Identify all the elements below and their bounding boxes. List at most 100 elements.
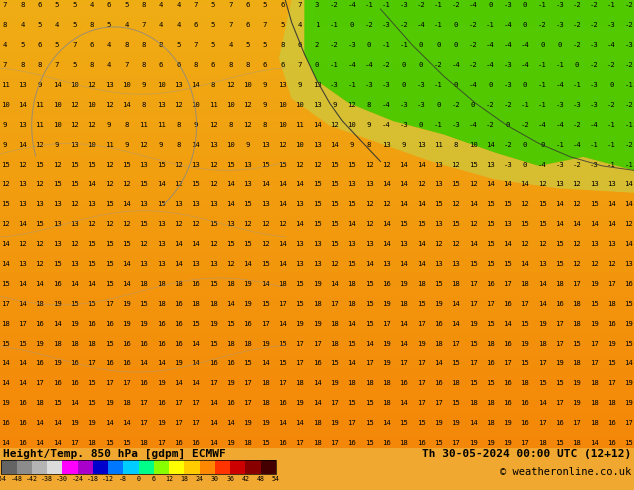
Text: 2: 2 [315, 42, 319, 48]
Text: 8: 8 [193, 62, 198, 68]
Text: 0: 0 [523, 142, 527, 147]
Text: 13: 13 [53, 221, 61, 227]
Bar [77, 460, 93, 474]
Text: -4: -4 [347, 2, 356, 8]
Text: -2: -2 [590, 2, 598, 8]
Text: 15: 15 [451, 400, 460, 406]
Text: 17: 17 [70, 440, 79, 446]
Text: 12: 12 [624, 221, 633, 227]
Text: 14: 14 [486, 181, 495, 187]
Text: 17: 17 [174, 400, 183, 406]
Text: 14: 14 [70, 281, 79, 287]
Text: -3: -3 [555, 102, 564, 108]
Text: 6: 6 [176, 62, 181, 68]
Text: 17: 17 [573, 281, 581, 287]
Text: 17: 17 [434, 400, 443, 406]
Text: 13: 13 [18, 181, 27, 187]
Text: 15: 15 [451, 361, 460, 367]
Text: 19: 19 [36, 341, 44, 346]
Text: 17: 17 [555, 341, 564, 346]
Text: 15: 15 [53, 400, 61, 406]
Text: 8: 8 [228, 122, 233, 128]
Text: 19: 19 [469, 440, 477, 446]
Text: 8: 8 [176, 142, 181, 147]
Text: 0: 0 [419, 62, 423, 68]
Text: 11: 11 [209, 102, 217, 108]
Text: -1: -1 [538, 82, 547, 88]
Text: 16: 16 [105, 361, 113, 367]
Text: -3: -3 [330, 82, 339, 88]
Text: 6: 6 [211, 62, 215, 68]
Text: 15: 15 [590, 201, 598, 207]
Text: 6: 6 [152, 476, 156, 482]
Text: 10: 10 [53, 102, 61, 108]
Text: 16: 16 [174, 440, 183, 446]
Text: -24: -24 [72, 476, 84, 482]
Text: 13: 13 [191, 261, 200, 267]
Text: 14: 14 [399, 320, 408, 327]
Text: 19: 19 [382, 301, 391, 307]
Text: 18: 18 [590, 420, 598, 426]
Text: 16: 16 [53, 380, 61, 386]
Text: 15: 15 [399, 420, 408, 426]
Text: 10: 10 [243, 82, 252, 88]
Text: 15: 15 [486, 241, 495, 247]
Text: 15: 15 [399, 221, 408, 227]
Text: 15: 15 [521, 320, 529, 327]
Text: 8: 8 [124, 122, 129, 128]
Text: 16: 16 [434, 380, 443, 386]
Text: 18: 18 [313, 440, 321, 446]
Text: 17: 17 [521, 301, 529, 307]
Text: 14: 14 [417, 261, 425, 267]
Text: 7: 7 [193, 2, 198, 8]
Text: 12: 12 [1, 181, 10, 187]
Text: 4: 4 [176, 22, 181, 28]
Text: 14: 14 [417, 162, 425, 168]
Text: 15: 15 [295, 301, 304, 307]
Text: 18: 18 [313, 420, 321, 426]
Text: 0: 0 [367, 42, 371, 48]
Text: 17: 17 [573, 420, 581, 426]
Text: 18: 18 [180, 476, 188, 482]
Text: 13: 13 [590, 181, 598, 187]
Text: 17: 17 [469, 281, 477, 287]
Text: 18: 18 [486, 400, 495, 406]
Text: 8: 8 [141, 42, 146, 48]
Text: -18: -18 [87, 476, 99, 482]
Text: 0: 0 [453, 22, 458, 28]
Text: 14: 14 [295, 221, 304, 227]
Text: -4: -4 [469, 122, 477, 128]
Text: 15: 15 [469, 341, 477, 346]
Text: 14: 14 [417, 201, 425, 207]
Text: -1: -1 [399, 42, 408, 48]
Text: 13: 13 [18, 122, 27, 128]
Text: 15: 15 [590, 301, 598, 307]
Text: 12: 12 [607, 261, 616, 267]
Text: -2: -2 [521, 122, 529, 128]
Text: 17: 17 [174, 420, 183, 426]
Text: 14: 14 [18, 221, 27, 227]
Text: 13: 13 [70, 142, 79, 147]
Text: -2: -2 [469, 22, 477, 28]
Text: 5: 5 [107, 22, 111, 28]
Text: 12: 12 [36, 241, 44, 247]
Text: 15: 15 [330, 201, 339, 207]
Text: -2: -2 [573, 22, 581, 28]
Text: 14: 14 [226, 181, 235, 187]
Text: 16: 16 [122, 361, 131, 367]
Text: 15: 15 [365, 281, 373, 287]
Text: -1: -1 [486, 22, 495, 28]
Text: 6: 6 [263, 62, 267, 68]
Text: 15: 15 [365, 440, 373, 446]
Text: 15: 15 [624, 440, 633, 446]
Text: 15: 15 [624, 301, 633, 307]
Text: -2: -2 [382, 62, 391, 68]
Text: 0: 0 [315, 62, 319, 68]
Text: 14: 14 [174, 241, 183, 247]
Text: 14: 14 [521, 261, 529, 267]
Text: 5: 5 [176, 42, 181, 48]
Text: 9: 9 [37, 82, 42, 88]
Text: -1: -1 [607, 2, 616, 8]
Text: 15: 15 [555, 380, 564, 386]
Text: 17: 17 [590, 341, 598, 346]
